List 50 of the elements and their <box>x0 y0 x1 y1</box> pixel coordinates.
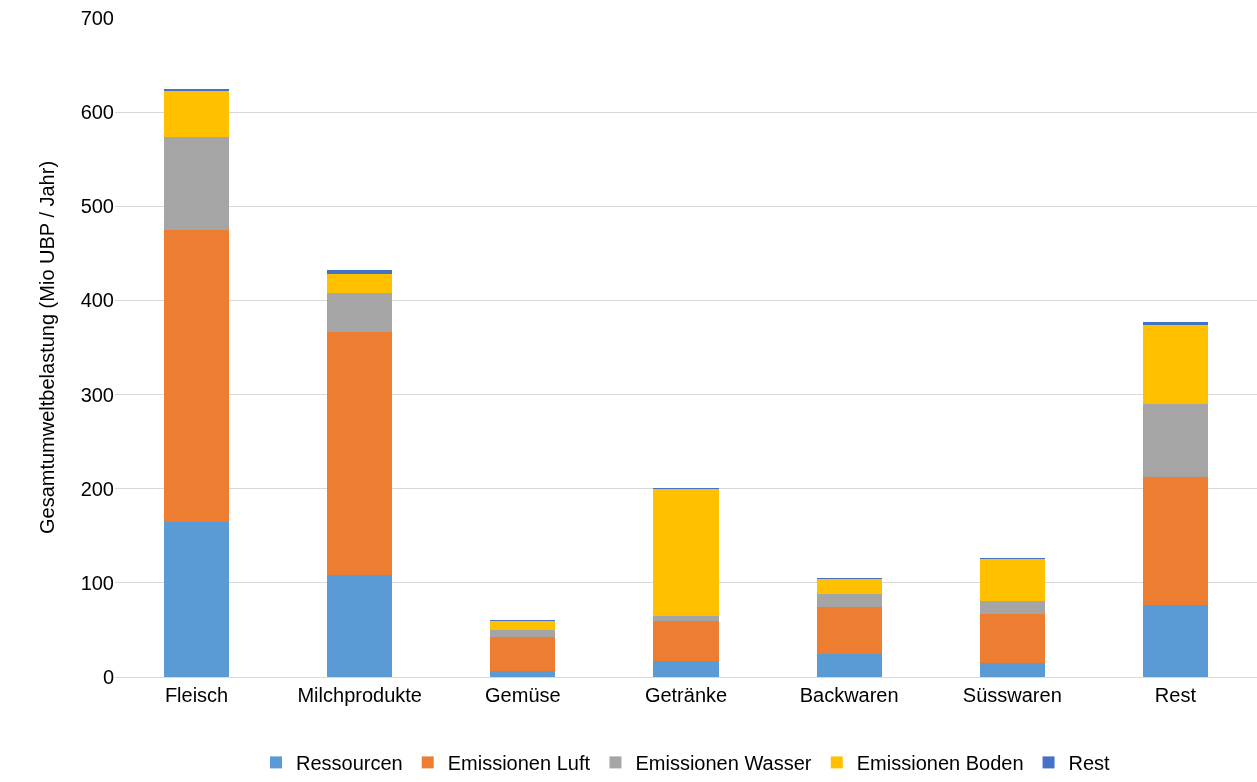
x-tick-label: Backwaren <box>799 684 899 706</box>
bar <box>163 229 230 522</box>
y-tick-label: 600 <box>80 101 114 124</box>
bar <box>653 621 719 661</box>
legend-label: Ressourcen <box>296 752 403 775</box>
bar <box>816 607 882 655</box>
legend-label: Emissionen Wasser <box>635 752 812 775</box>
bar <box>1142 605 1209 677</box>
bar <box>816 579 882 595</box>
bar <box>979 613 1045 663</box>
legend-label: Rest <box>1068 752 1111 775</box>
y-tick-label: 200 <box>80 477 114 500</box>
y-tick-label: 400 <box>80 289 114 312</box>
bar <box>327 575 393 677</box>
bar <box>816 594 882 608</box>
bar <box>1142 403 1209 478</box>
bar <box>490 636 556 672</box>
bar <box>979 662 1045 677</box>
bar <box>327 274 393 293</box>
x-tick-label: Süsswaren <box>962 684 1062 706</box>
bar <box>979 559 1045 601</box>
legend-label: Emissionen Boden <box>856 752 1024 775</box>
bar <box>653 488 719 616</box>
y-axis-title: Gesamtumweltbelastung (Mio UBP / Jahr) <box>36 160 59 535</box>
bar <box>816 654 882 677</box>
y-tick-label: 300 <box>80 383 114 406</box>
bar <box>490 620 556 630</box>
x-tick-label: Rest <box>1154 684 1197 706</box>
bar <box>327 270 393 275</box>
bar <box>979 600 1045 614</box>
bar <box>1142 322 1209 325</box>
y-tick-label: 0 <box>102 666 114 688</box>
x-tick-label: Gemüse <box>485 684 561 706</box>
bar <box>1142 477 1209 606</box>
y-tick-label: 100 <box>80 571 114 594</box>
bar <box>327 332 393 576</box>
bar <box>163 136 230 230</box>
x-tick-label: Milchprodukte <box>297 684 422 706</box>
legend-label: Emissionen Luft <box>447 752 591 775</box>
x-tick-label: Getränke <box>644 684 728 706</box>
x-tick-label: Fleisch <box>164 684 229 706</box>
bar <box>653 661 719 677</box>
y-tick-label: 500 <box>80 195 114 218</box>
bar <box>490 629 556 637</box>
bar <box>490 671 556 677</box>
y-tick-label: 700 <box>80 7 114 29</box>
bar <box>163 521 230 677</box>
bar <box>1142 324 1209 404</box>
bar <box>327 292 393 333</box>
bar <box>163 91 230 137</box>
